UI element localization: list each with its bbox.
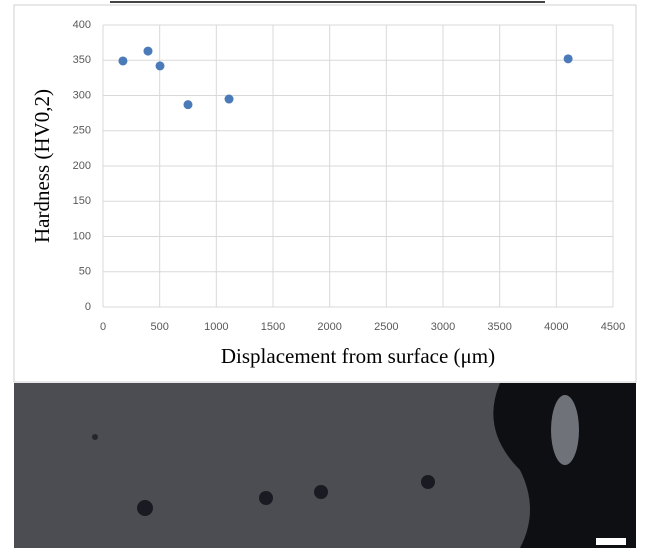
point: [183, 100, 193, 110]
point: [563, 54, 573, 64]
x-tick-label: 3500: [487, 321, 511, 333]
chart-frame: [13, 4, 637, 383]
x-tick-label: 1000: [204, 321, 228, 333]
x-tick-label: 500: [150, 321, 168, 333]
y-tick-label: 200: [73, 160, 91, 172]
y-tick-label: 250: [73, 125, 91, 137]
micrograph-void: [493, 383, 636, 548]
indent: [259, 491, 273, 505]
x-tick-label: 1500: [261, 321, 285, 333]
scale-bar: [596, 538, 626, 545]
y-tick-label: 300: [73, 89, 91, 101]
micrograph: [14, 383, 636, 548]
y-tick-label: 100: [73, 230, 91, 242]
x-tick-label: 2000: [317, 321, 341, 333]
indent: [137, 500, 153, 516]
y-tick-label: 0: [85, 301, 91, 313]
x-axis-title: Displacement from surface (μm): [221, 344, 495, 368]
micrograph-bright: [551, 395, 579, 465]
point: [155, 61, 165, 71]
x-tick-label: 4000: [544, 321, 568, 333]
y-tick-label: 350: [73, 54, 91, 66]
x-tick-label: 3000: [431, 321, 455, 333]
y-tick-label: 50: [79, 266, 91, 278]
x-tick-label: 0: [100, 321, 106, 333]
y-tick-label: 400: [73, 19, 91, 31]
point: [118, 56, 128, 66]
y-tick-label: 150: [73, 195, 91, 207]
indent: [421, 475, 435, 489]
x-tick-label: 4500: [601, 321, 625, 333]
point: [143, 46, 153, 56]
y-axis-title: Hardness (HV0,2): [30, 89, 54, 243]
x-tick-label: 2500: [374, 321, 398, 333]
indent: [314, 485, 328, 499]
pore: [92, 434, 98, 440]
point: [224, 94, 234, 104]
